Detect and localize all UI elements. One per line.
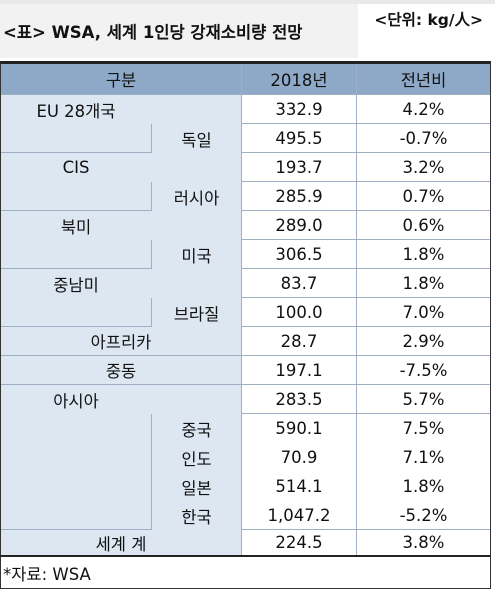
total-value: 224.5 — [241, 530, 356, 555]
region-label: 북미 — [60, 217, 92, 237]
total-label: 세계 계 — [1, 530, 241, 555]
value-cell: 289.0 — [241, 211, 356, 240]
region-label: CIS — [62, 158, 90, 177]
value-cell: 514.1 — [241, 472, 356, 501]
region-label: 중남미 — [53, 275, 99, 295]
change-cell: 2.9% — [356, 327, 490, 356]
header-change: 전년비 — [356, 64, 490, 95]
value-cell: 197.1 — [241, 356, 356, 385]
change-cell: 7.0% — [356, 298, 490, 327]
subregion-label: 중국 — [151, 414, 241, 443]
value-cell: 332.9 — [241, 95, 356, 124]
subregion-label: 일본 — [151, 472, 241, 501]
subregion-label: 한국 — [151, 501, 241, 530]
change-cell: 1.8% — [356, 472, 490, 501]
value-cell: 100.0 — [241, 298, 356, 327]
change-cell: 3.2% — [356, 153, 490, 182]
value-cell: 193.7 — [241, 153, 356, 182]
change-cell: 1.8% — [356, 269, 490, 298]
header-year: 2018년 — [241, 64, 356, 95]
top-strip — [0, 0, 495, 4]
subregion-label: 미국 — [151, 240, 241, 269]
change-cell: 4.2% — [356, 95, 490, 124]
steel-consumption-table: 구분 2018년 전년비 EU 28개국 독일 332.9 4.2% 495.5… — [0, 61, 491, 555]
change-cell: 5.7% — [356, 385, 490, 414]
value-cell: 1,047.2 — [241, 501, 356, 530]
subregion-label: 브라질 — [151, 298, 241, 327]
table-title: <표> WSA, 세계 1인당 강재소비량 전망 — [0, 4, 358, 58]
change-cell: 7.5% — [356, 414, 490, 443]
value-cell: 306.5 — [241, 240, 356, 269]
subregion-label: 러시아 — [151, 182, 241, 211]
region-label: EU 28개국 — [36, 101, 116, 121]
change-cell: 1.8% — [356, 240, 490, 269]
change-cell: 7.1% — [356, 443, 490, 472]
region-label: 아시아 — [53, 391, 99, 411]
value-cell: 283.5 — [241, 385, 356, 414]
total-change: 3.8% — [356, 530, 490, 555]
change-cell: 0.7% — [356, 182, 490, 211]
value-cell: 590.1 — [241, 414, 356, 443]
value-cell: 70.9 — [241, 443, 356, 472]
unit-label: <단위: kg/人> — [374, 11, 483, 29]
header-category: 구분 — [1, 64, 241, 95]
value-cell: 83.7 — [241, 269, 356, 298]
value-cell: 285.9 — [241, 182, 356, 211]
value-cell: 28.7 — [241, 327, 356, 356]
value-cell: 495.5 — [241, 124, 356, 153]
change-cell: -7.5% — [356, 356, 490, 385]
subregion-label: 인도 — [151, 443, 241, 472]
subregion-label: 독일 — [151, 124, 241, 153]
source-note: *자료: WSA — [0, 555, 491, 589]
change-cell: -5.2% — [356, 501, 490, 530]
change-cell: 0.6% — [356, 211, 490, 240]
region-label: 중동 — [1, 356, 241, 385]
change-cell: -0.7% — [356, 124, 490, 153]
region-label: 아프리카 — [1, 327, 241, 356]
